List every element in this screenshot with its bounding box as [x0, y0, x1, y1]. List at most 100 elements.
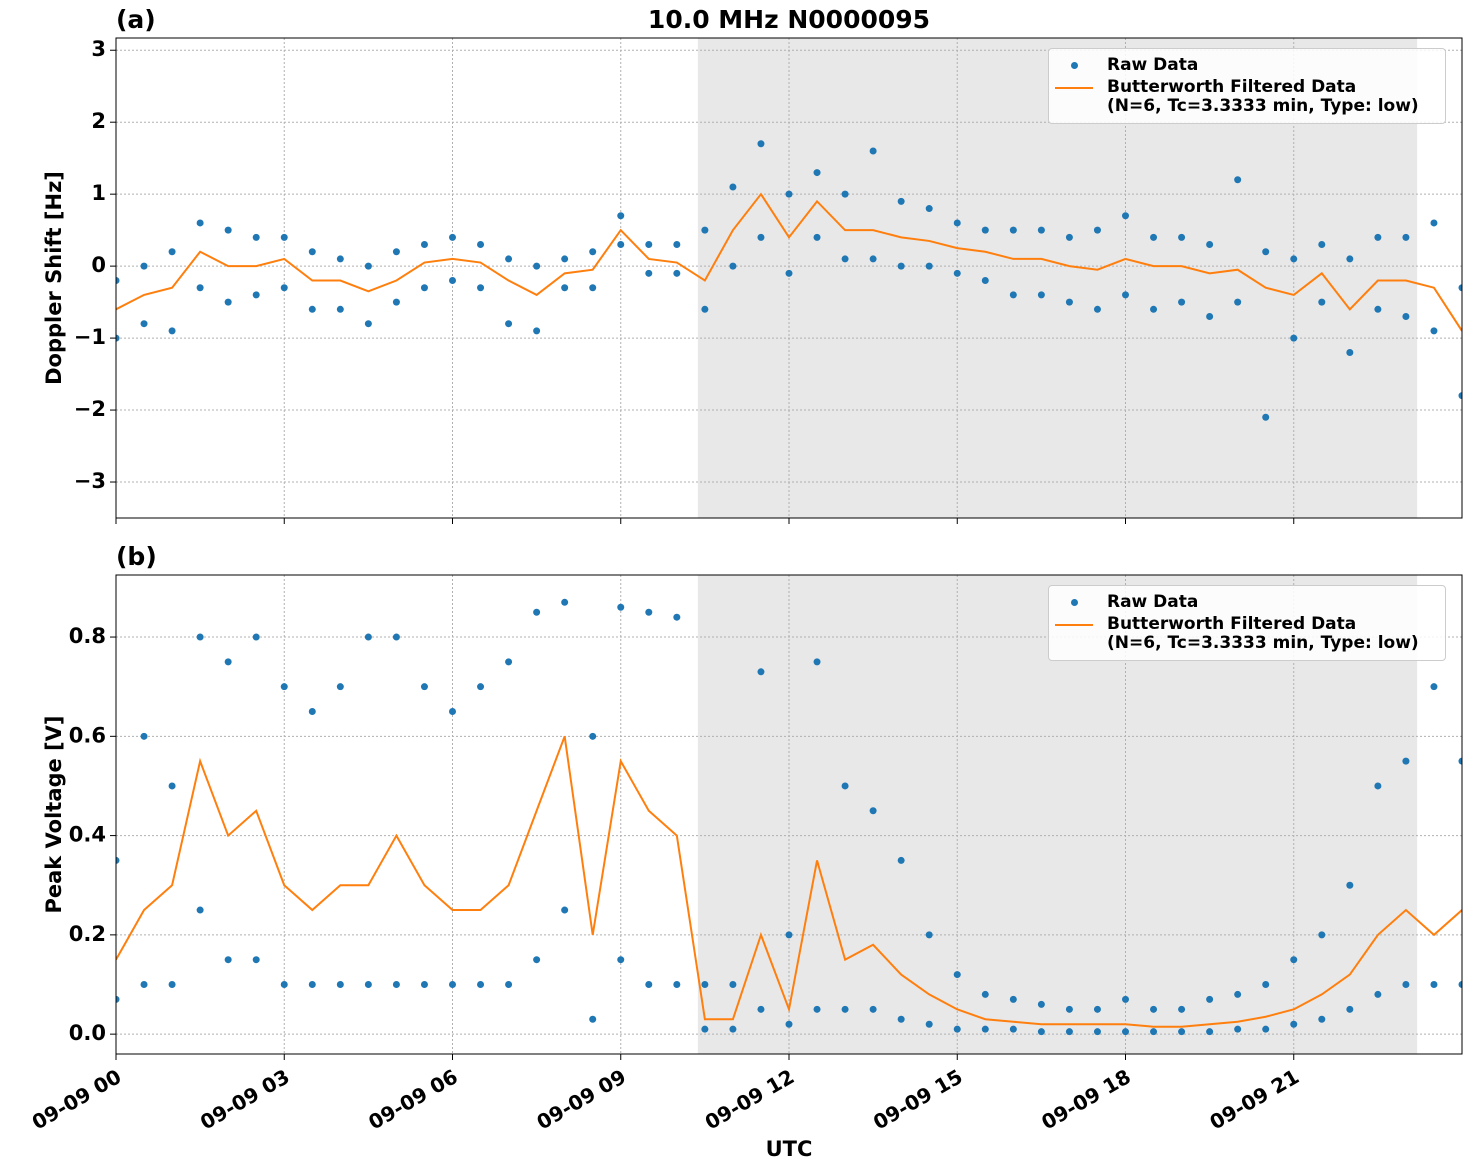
- raw-point: [168, 248, 176, 256]
- legend-entry: Butterworth Filtered Data (N=6, Tc=3.333…: [1049, 78, 1445, 116]
- raw-point: [981, 277, 989, 285]
- legend-label: Butterworth Filtered Data (N=6, Tc=3.333…: [1107, 614, 1419, 653]
- raw-point: [533, 956, 541, 964]
- raw-point: [729, 183, 737, 191]
- raw-point: [477, 241, 485, 249]
- legend-label: Raw Data: [1107, 592, 1199, 612]
- raw-point: [1009, 1025, 1017, 1033]
- raw-point: [1065, 1028, 1073, 1036]
- raw-point: [420, 241, 428, 249]
- y-tick-label: 0.8: [69, 624, 106, 648]
- raw-point: [252, 956, 260, 964]
- raw-point: [1430, 219, 1438, 227]
- raw-point: [1178, 1028, 1186, 1036]
- axes-frame: [115, 37, 1463, 519]
- raw-point: [757, 1005, 765, 1013]
- raw-point: [1430, 683, 1438, 691]
- raw-point: [701, 226, 709, 234]
- raw-point: [1150, 233, 1158, 241]
- panel-label: (b): [116, 542, 157, 571]
- raw-point: [1346, 1005, 1354, 1013]
- raw-point: [645, 981, 653, 989]
- raw-point: [308, 305, 316, 313]
- x-tick-label: 09-09 12: [701, 1064, 799, 1134]
- raw-point: [364, 633, 372, 641]
- raw-point: [1122, 212, 1129, 220]
- raw-point: [841, 1005, 849, 1013]
- raw-point: [364, 981, 372, 989]
- y-tick-label: −1: [74, 325, 106, 349]
- raw-point: [925, 1020, 933, 1028]
- y-tick-label: 0.0: [69, 1021, 106, 1045]
- raw-point: [1150, 1005, 1158, 1013]
- raw-point: [1318, 1015, 1326, 1023]
- raw-point: [392, 298, 400, 306]
- raw-point: [673, 613, 681, 621]
- raw-point: [953, 971, 961, 979]
- raw-point: [1402, 313, 1410, 321]
- raw-point: [1234, 1025, 1242, 1033]
- raw-point: [1234, 176, 1242, 184]
- raw-point: [1430, 327, 1438, 335]
- raw-point: [252, 233, 260, 241]
- raw-point: [729, 981, 737, 989]
- raw-point: [392, 248, 400, 256]
- raw-point: [1402, 981, 1410, 989]
- raw-point: [1290, 956, 1298, 964]
- raw-point: [1290, 255, 1298, 263]
- raw-point: [645, 269, 653, 277]
- raw-point: [1178, 233, 1186, 241]
- legend-label: Raw Data: [1107, 55, 1199, 75]
- raw-point: [140, 320, 148, 328]
- plot-area: [116, 598, 1462, 1036]
- raw-point: [1458, 392, 1462, 400]
- raw-point: [1430, 981, 1438, 989]
- legend-line: [1055, 624, 1093, 626]
- raw-point: [981, 990, 989, 998]
- legend-entry: Raw Data: [1049, 593, 1445, 612]
- raw-point: [392, 633, 400, 641]
- x-tick-label: 09-09 21: [1205, 1064, 1303, 1134]
- raw-point: [280, 233, 288, 241]
- raw-point: [925, 205, 933, 213]
- raw-point: [1206, 995, 1214, 1003]
- raw-point: [280, 981, 288, 989]
- raw-point: [841, 190, 849, 198]
- raw-point: [364, 262, 372, 270]
- raw-point: [1206, 241, 1214, 249]
- raw-point: [449, 277, 456, 285]
- raw-point: [505, 658, 513, 666]
- plot-area: [116, 140, 1462, 421]
- legend: Raw Data Butterworth Filtered Data (N=6, …: [1048, 48, 1446, 124]
- raw-point: [841, 782, 849, 790]
- y-tick-label: 2: [91, 109, 106, 133]
- raw-point: [1234, 990, 1242, 998]
- raw-point: [1206, 313, 1214, 321]
- raw-point: [925, 931, 933, 939]
- raw-point: [1318, 298, 1326, 306]
- x-axis-label: UTC: [766, 1137, 813, 1161]
- x-tick-label: 09-09 18: [1037, 1064, 1135, 1134]
- raw-point: [673, 269, 681, 277]
- raw-point: [785, 931, 793, 939]
- raw-point: [617, 956, 625, 964]
- y-tick-label: 0: [91, 253, 106, 277]
- x-tick-label: 09-09 09: [532, 1064, 630, 1134]
- raw-point: [1122, 291, 1129, 299]
- raw-point: [1037, 291, 1045, 299]
- raw-point: [1402, 233, 1410, 241]
- raw-point: [1346, 255, 1354, 263]
- raw-point: [701, 981, 709, 989]
- raw-point: [1262, 248, 1270, 256]
- raw-point: [224, 298, 232, 306]
- raw-point: [449, 981, 456, 989]
- raw-point: [1178, 1005, 1186, 1013]
- filtered-line: [116, 735, 1462, 1028]
- raw-point: [196, 633, 204, 641]
- raw-point: [1037, 226, 1045, 234]
- raw-point: [869, 255, 877, 263]
- raw-point: [589, 1015, 597, 1023]
- legend-line: [1055, 87, 1093, 89]
- raw-point: [505, 981, 513, 989]
